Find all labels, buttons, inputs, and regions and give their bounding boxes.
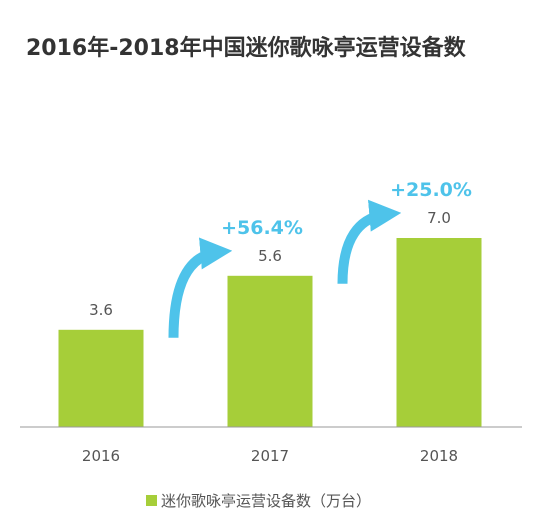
growth-arrow-1 bbox=[168, 237, 233, 338]
x-tick-label-2016: 2016 bbox=[82, 447, 120, 465]
data-label-2018: 7.0 bbox=[427, 209, 451, 227]
bar-2017 bbox=[227, 275, 313, 427]
data-label-2016: 3.6 bbox=[89, 301, 113, 319]
x-tick-label-2017: 2017 bbox=[251, 447, 289, 465]
growth-label-1: +56.4% bbox=[221, 217, 303, 239]
chart-title: 2016年-2018年中国迷你歌咏亭运营设备数 bbox=[26, 36, 466, 61]
data-label-2017: 5.6 bbox=[258, 247, 282, 265]
x-tick-label-2018: 2018 bbox=[420, 447, 458, 465]
bar-2016 bbox=[58, 329, 144, 427]
legend-swatch bbox=[146, 495, 157, 506]
legend: 迷你歌咏亭运营设备数（万台） bbox=[146, 490, 371, 511]
bar-2018 bbox=[396, 238, 482, 427]
growth-arrow-2 bbox=[337, 199, 402, 284]
growth-label-2: +25.0% bbox=[390, 179, 472, 201]
legend-label: 迷你歌咏亭运营设备数（万台） bbox=[161, 492, 372, 510]
